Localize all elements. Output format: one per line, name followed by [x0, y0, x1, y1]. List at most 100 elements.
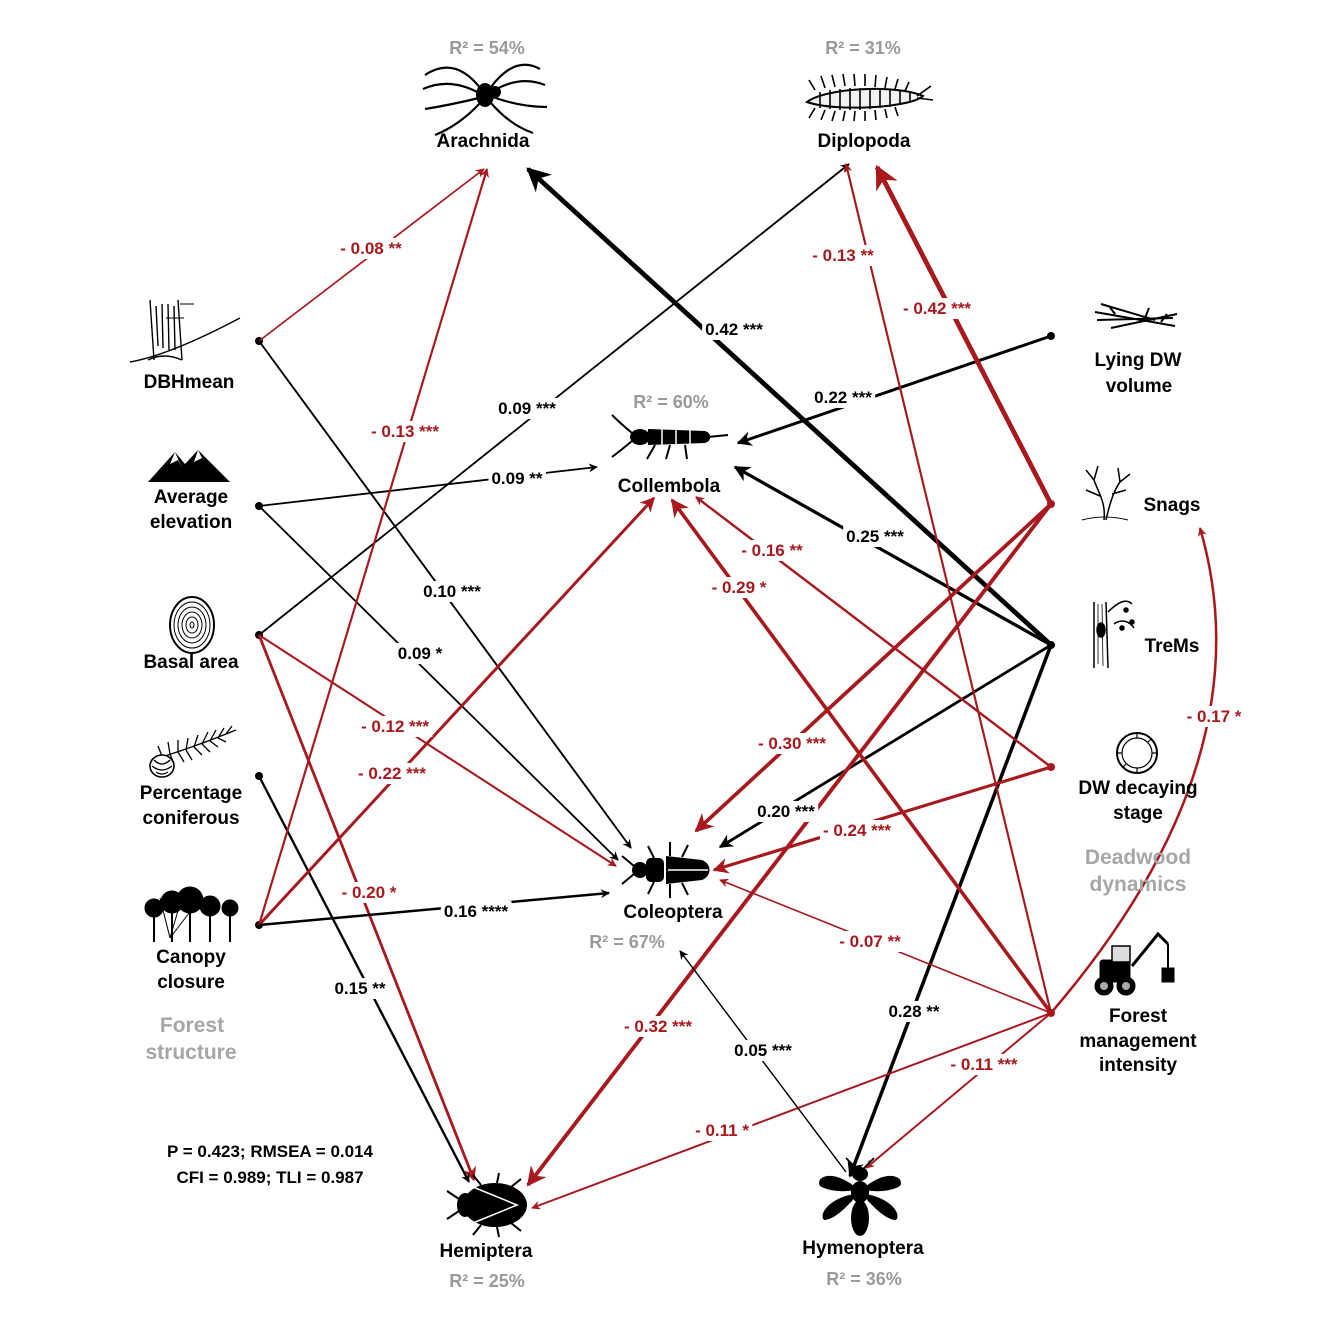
- coef-background: [819, 820, 895, 841]
- snags-label: Snags: [1143, 495, 1200, 516]
- conifer-label-line2: coniferous: [142, 808, 239, 829]
- coef-canopy-to-coleoptera: 0.16 ****: [444, 902, 509, 921]
- coleoptera-label: Coleoptera: [623, 902, 723, 923]
- harvester-icon: [1094, 931, 1175, 996]
- coef-canopy-to-collembola: - 0.22 ***: [358, 764, 426, 783]
- coef-background: [754, 733, 830, 754]
- canopy-label-line2: closure: [157, 972, 225, 993]
- coef-snags-to-hemiptera: - 0.32 ***: [624, 1017, 692, 1036]
- coef-hymenoptera-to-coleoptera: 0.05 ***: [734, 1041, 792, 1060]
- canopy-label-line1: Canopy: [156, 947, 226, 968]
- arrow-trems-to-collembola: [733, 465, 1052, 647]
- coef-lyingdw-to-collembola: 0.22 ***: [814, 388, 872, 407]
- coef-background: [337, 238, 406, 259]
- path-coefficients: - 0.08 ** 0.10 *** 0.09 ** 0.09 * 0.09 *** - …: [331, 238, 1245, 1141]
- lyingdw-label-line1: Lying DW: [1095, 350, 1182, 371]
- arrow-trems-to-hymenoptera: [847, 644, 1053, 1178]
- collembola-label: Collembola: [618, 476, 721, 497]
- elevation-label-line1: Average: [154, 487, 228, 508]
- coef-background: [809, 245, 878, 266]
- trems-label: TreMs: [1145, 636, 1200, 657]
- tree-canopy-icon: [144, 886, 239, 942]
- collembola-r2: R² = 60%: [633, 392, 709, 412]
- forest-structure-line2: structure: [145, 1041, 236, 1064]
- arrow-fmi-to-snags: [1050, 527, 1218, 1014]
- decay-ring-icon: [1116, 732, 1158, 774]
- coef-background: [843, 526, 908, 547]
- arrow-snags-to-coleoptera: [694, 502, 1053, 833]
- coef-background: [899, 298, 975, 319]
- arrow-hymenoptera-to-coleoptera: [679, 950, 847, 1173]
- bug-icon: [446, 1172, 527, 1238]
- coef-fmi-to-hymenoptera: - 0.11 ***: [950, 1055, 1017, 1074]
- arrow-fmi-to-diplopoda: [843, 163, 1053, 1014]
- coef-background: [367, 421, 443, 442]
- coef-basal-to-coleoptera: - 0.12 ***: [361, 717, 429, 736]
- coef-canopy-to-arachnida: - 0.13 ***: [371, 422, 439, 441]
- hymenoptera-r2: R² = 36%: [826, 1269, 902, 1289]
- fmi-label-line1: Forest: [1109, 1006, 1168, 1027]
- coef-background: [885, 1001, 943, 1022]
- basal-area-label: Basal area: [143, 652, 239, 673]
- coef-background: [702, 319, 767, 340]
- diplopoda-label: Diplopoda: [818, 131, 911, 152]
- arrow-trems-to-arachnida: [526, 167, 1053, 647]
- mountains-icon: [148, 450, 230, 482]
- coef-background: [811, 387, 876, 408]
- coef-background: [420, 581, 485, 602]
- arrow-snags-to-diplopoda: [874, 164, 1054, 506]
- coef-background: [738, 540, 807, 561]
- dbhmean-label: DBHmean: [144, 372, 235, 393]
- coef-background: [338, 882, 400, 903]
- coef-background: [331, 978, 389, 999]
- springtail-icon: [611, 414, 729, 460]
- lyingdw-label-line2: volume: [1106, 376, 1173, 397]
- arrow-lyingdw-to-collembola: [736, 334, 1052, 446]
- tree-microhabitat-icon: [1093, 600, 1135, 669]
- coef-background: [620, 1016, 696, 1037]
- coef-background: [754, 801, 819, 822]
- arrow-snags-to-hemiptera: [526, 502, 1053, 1187]
- arrow-canopy-to-arachnida: [257, 168, 489, 926]
- fmi-label-line3: intensity: [1099, 1055, 1178, 1076]
- coef-trems-to-arachnida: 0.42 ***: [705, 320, 763, 339]
- coef-basal-to-hemiptera: - 0.20 *: [342, 883, 397, 902]
- tree-rings-icon: [169, 596, 215, 654]
- fit-stats-line2: CFI = 0.989; TLI = 0.987: [176, 1168, 363, 1187]
- hemiptera-label: Hemiptera: [440, 1241, 533, 1262]
- coef-dwdecay-to-collembola: - 0.16 **: [741, 541, 803, 560]
- coef-background: [495, 398, 560, 419]
- beetle-icon: [621, 842, 710, 898]
- deadwood-dynamics-line1: Deadwood: [1085, 846, 1191, 869]
- coef-background: [1183, 706, 1245, 727]
- millipede-icon: [804, 73, 934, 122]
- coef-trems-to-hymenoptera: 0.28 **: [888, 1002, 939, 1021]
- hemiptera-r2: R² = 25%: [449, 1271, 525, 1291]
- tree-trunk-icon: [129, 299, 241, 363]
- coef-background: [440, 901, 512, 922]
- forest-structure-line1: Forest: [160, 1014, 224, 1037]
- coef-basal-to-diplopoda: 0.09 ***: [498, 399, 556, 418]
- path-arrows: [255, 163, 1218, 1210]
- elevation-label-line2: elevation: [150, 512, 232, 533]
- hymenoptera-label: Hymenoptera: [802, 1238, 924, 1259]
- coleoptera-r2: R² = 67%: [589, 932, 665, 952]
- arrow-basal-to-coleoptera: [258, 634, 617, 867]
- coef-trems-to-collembola: 0.25 ***: [846, 527, 904, 546]
- coef-conifer-to-hemiptera: 0.15 **: [334, 979, 385, 998]
- arrow-canopy-to-collembola: [257, 496, 656, 927]
- arrow-elevation-to-coleoptera: [258, 505, 619, 861]
- coef-background: [731, 1040, 796, 1061]
- deadwood-dynamics-line2: dynamics: [1090, 873, 1187, 896]
- arrow-basal-to-hemiptera: [257, 634, 476, 1182]
- arrow-fmi-to-hemiptera: [531, 1012, 1052, 1210]
- coef-fmi-to-snags: - 0.17 *: [1187, 707, 1242, 726]
- fit-stats-line1: P = 0.423; RMSEA = 0.014: [167, 1142, 374, 1161]
- conifer-branch-icon: [149, 725, 237, 778]
- coef-background: [394, 643, 446, 664]
- coef-fmi-to-collembola: - 0.29 *: [712, 578, 767, 597]
- snag-tree-icon: [1081, 465, 1131, 521]
- arachnida-label: Arachnida: [437, 131, 530, 152]
- coef-background: [357, 716, 433, 737]
